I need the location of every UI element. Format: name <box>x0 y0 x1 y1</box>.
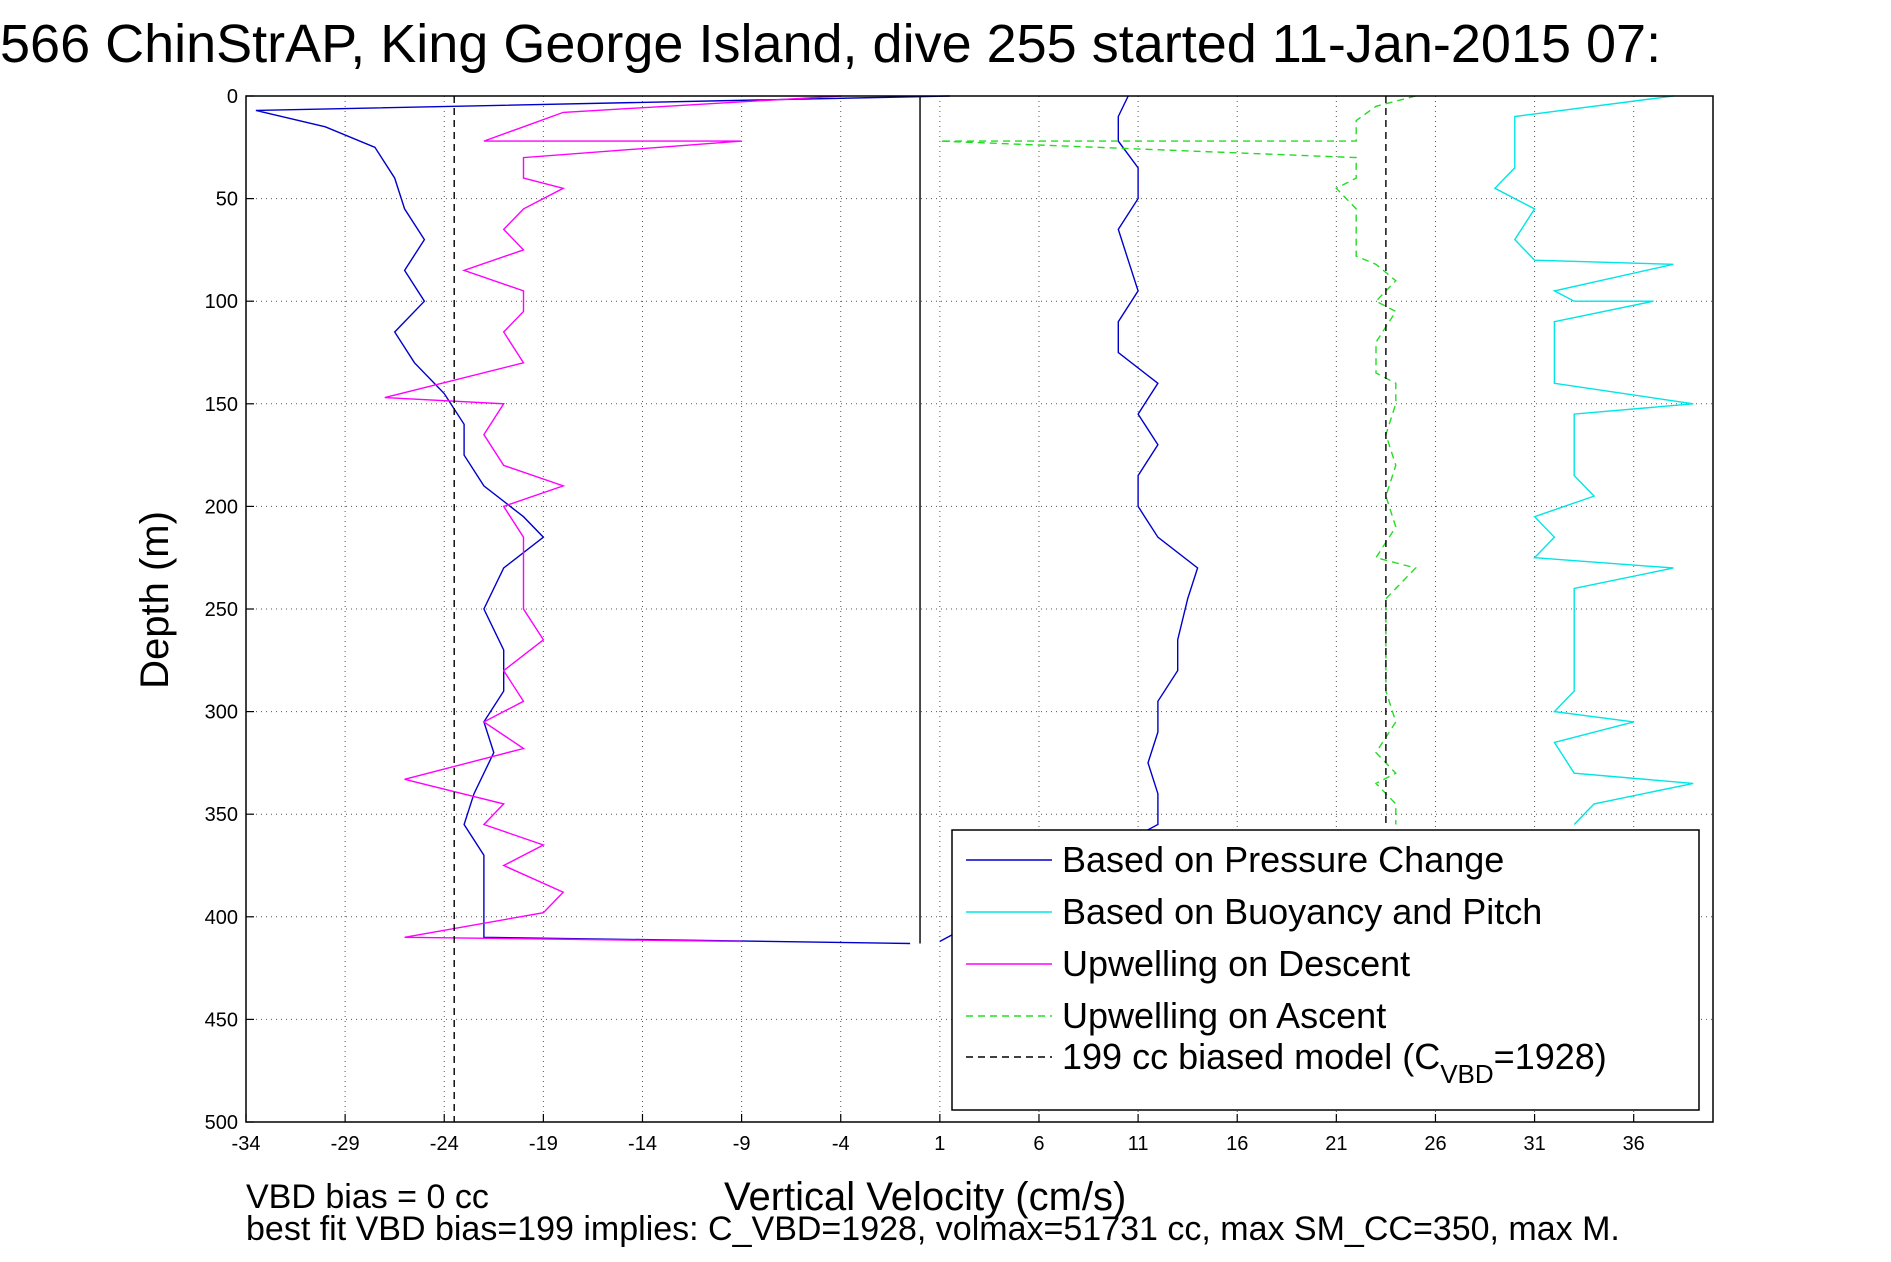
x-tick-label: 21 <box>1325 1133 1347 1155</box>
legend-label: Based on Pressure Change <box>1062 839 1504 880</box>
x-tick-label: -24 <box>430 1133 459 1155</box>
best-fit-note: best fit VBD bias=199 implies: C_VBD=192… <box>246 1210 1620 1248</box>
y-tick-label: 200 <box>205 496 238 518</box>
y-tick-label: 400 <box>205 907 238 929</box>
series-line-3-ascent <box>939 95 1417 825</box>
y-tick-label: 300 <box>205 702 238 724</box>
x-tick-label: 31 <box>1523 1133 1545 1155</box>
series-line-0-descent <box>255 95 950 945</box>
x-axis-label: Vertical Velocity (cm/s) <box>724 1175 1126 1219</box>
x-tick-label: 36 <box>1623 1133 1645 1155</box>
y-tick-label: 0 <box>227 86 238 108</box>
chart-title: 566 ChinStrAP, King George Island, dive … <box>0 14 1661 74</box>
x-tick-label: -34 <box>232 1133 261 1155</box>
y-axis-label: Depth (m) <box>133 511 177 689</box>
legend-label: Upwelling on Descent <box>1062 943 1410 984</box>
y-tick-label: 450 <box>205 1009 238 1031</box>
legend-label: Based on Buoyancy and Pitch <box>1062 891 1542 932</box>
x-tick-label: -29 <box>331 1133 360 1155</box>
series-line-2-descent <box>384 95 841 943</box>
vbd-bias-note: VBD bias = 0 cc <box>246 1178 489 1216</box>
y-tick-label: 100 <box>205 291 238 313</box>
x-tick-label: 16 <box>1226 1133 1248 1155</box>
x-tick-label: 6 <box>1033 1133 1044 1155</box>
y-axis-ticks: 0 50 100 150 200 250 300 350 400 450 500 <box>205 86 254 1134</box>
series-line-1-ascent <box>1493 95 1694 825</box>
x-tick-label: -4 <box>832 1133 850 1155</box>
y-tick-label: 150 <box>205 394 238 416</box>
legend-label: Upwelling on Ascent <box>1062 995 1386 1036</box>
y-tick-label: 500 <box>205 1112 238 1134</box>
series-line-0-ascent <box>939 95 1199 943</box>
data-series <box>255 95 1694 1122</box>
x-tick-label: -14 <box>628 1133 657 1155</box>
x-tick-label: 11 <box>1128 1133 1149 1155</box>
y-tick-label: 50 <box>216 189 238 211</box>
x-tick-label: 1 <box>934 1133 945 1155</box>
x-tick-label: -9 <box>733 1133 751 1155</box>
x-tick-label: -19 <box>529 1133 558 1155</box>
legend-box <box>951 829 1700 1111</box>
y-tick-label: 250 <box>205 599 238 621</box>
y-tick-label: 350 <box>205 804 238 826</box>
x-axis-ticks: -34 -29 -24 -19 -14 -9 -4 1 6 11 16 21 26 31 36 <box>232 1114 1645 1155</box>
legend: Based on Pressure Change Based on Buoyanc… <box>951 829 1700 1111</box>
x-tick-label: 26 <box>1424 1133 1446 1155</box>
